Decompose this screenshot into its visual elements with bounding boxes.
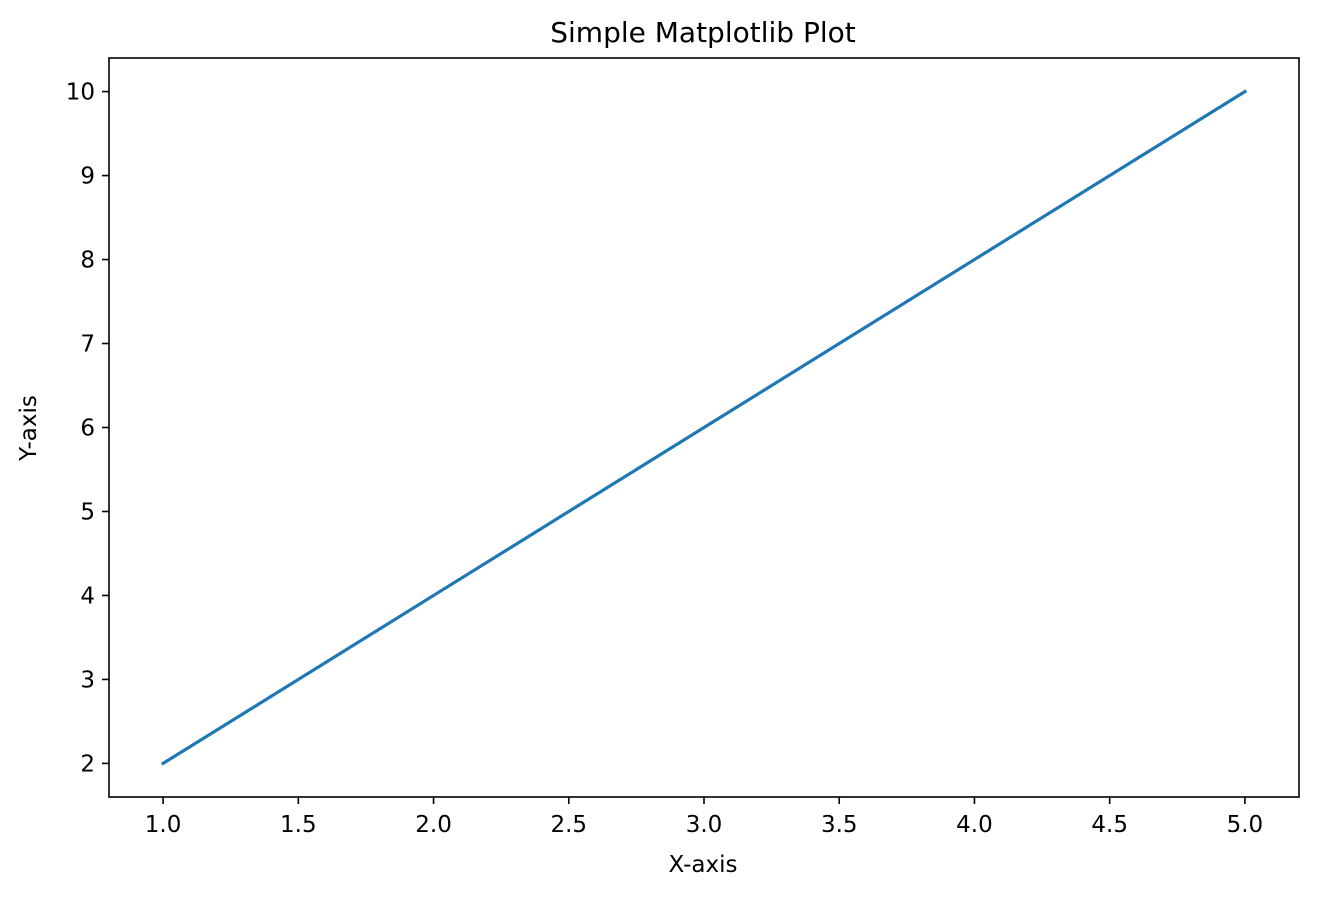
x-tick-label: 1.5 (280, 812, 317, 838)
x-tick-label: 2.0 (415, 812, 452, 838)
y-tick-label: 3 (80, 667, 95, 693)
y-tick-label: 4 (80, 583, 95, 609)
y-tick-label: 2 (80, 751, 95, 777)
x-tick-label: 3.0 (686, 812, 723, 838)
y-tick-label: 7 (80, 332, 95, 358)
x-tick-label: 5.0 (1227, 812, 1264, 838)
series-line (160, 89, 1248, 766)
x-tick-label: 2.5 (550, 812, 587, 838)
x-tick-label: 3.5 (821, 812, 858, 838)
y-tick-label: 8 (80, 248, 95, 274)
y-tick-label: 5 (80, 499, 95, 525)
y-tick-label: 10 (66, 80, 95, 106)
x-axis-label: X-axis (669, 852, 738, 878)
x-tick-label: 1.0 (145, 812, 182, 838)
x-tick-label: 4.0 (956, 812, 993, 838)
y-axis-label: Y-axis (16, 395, 42, 462)
axes-frame (108, 57, 1300, 798)
y-tick-label: 6 (80, 416, 95, 442)
plot-area: 1.0 1.5 2.0 2.5 3.0 3.5 4.0 4.5 5.0 2 3 4 5 6 7 8 9 10 (66, 57, 1300, 838)
x-tick-label: 4.5 (1091, 812, 1128, 838)
y-tick-label: 9 (80, 164, 95, 190)
chart-title: Simple Matplotlib Plot (550, 16, 855, 49)
